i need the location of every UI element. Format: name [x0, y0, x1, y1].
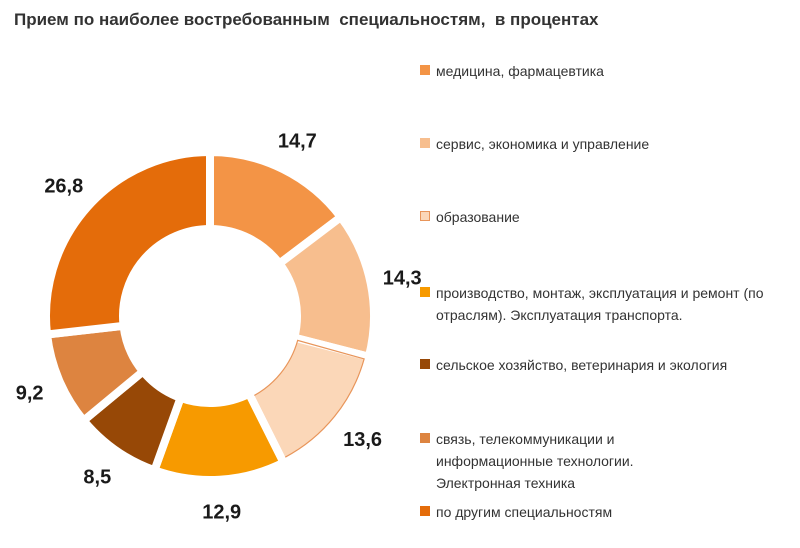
legend-label: связь, телекоммуникации и информационные…: [436, 431, 634, 491]
legend-swatch: [420, 211, 430, 221]
data-label: 12,9: [202, 502, 241, 524]
legend-item: медицина, фармацевтика: [420, 60, 796, 82]
data-label: 14,7: [278, 131, 317, 153]
legend-label: сервис, экономика и управление: [436, 136, 650, 152]
legend-label: медицина, фармацевтика: [436, 63, 604, 79]
legend-swatch: [420, 287, 430, 297]
legend-label: сельское хозяйство, ветеринария и эколог…: [436, 357, 728, 373]
legend-item: по другим специальностям: [420, 501, 796, 523]
legend-item: связь, телекоммуникации и информационные…: [420, 428, 716, 494]
legend-label: образование: [436, 209, 520, 225]
data-label: 9,2: [16, 383, 44, 405]
data-label: 26,8: [44, 175, 83, 197]
legend-item: образование: [420, 206, 796, 228]
legend-swatch: [420, 433, 430, 443]
legend-label: производство, монтаж, эксплуатация и рем…: [436, 285, 764, 323]
legend-swatch: [420, 359, 430, 369]
legend-item: сервис, экономика и управление: [420, 133, 796, 155]
legend-item: производство, монтаж, эксплуатация и рем…: [420, 282, 766, 326]
legend-label: по другим специальностям: [436, 504, 613, 520]
legend-swatch: [420, 65, 430, 75]
data-label: 14,3: [383, 267, 422, 289]
legend-swatch: [420, 138, 430, 148]
legend-swatch: [420, 506, 430, 516]
data-label: 13,6: [343, 429, 382, 451]
chart-title: Прием по наиболее востребованным специал…: [14, 10, 599, 29]
donut-slice: [42, 147, 214, 339]
legend-item: сельское хозяйство, ветеринария и эколог…: [420, 354, 736, 376]
data-label: 8,5: [83, 466, 111, 488]
